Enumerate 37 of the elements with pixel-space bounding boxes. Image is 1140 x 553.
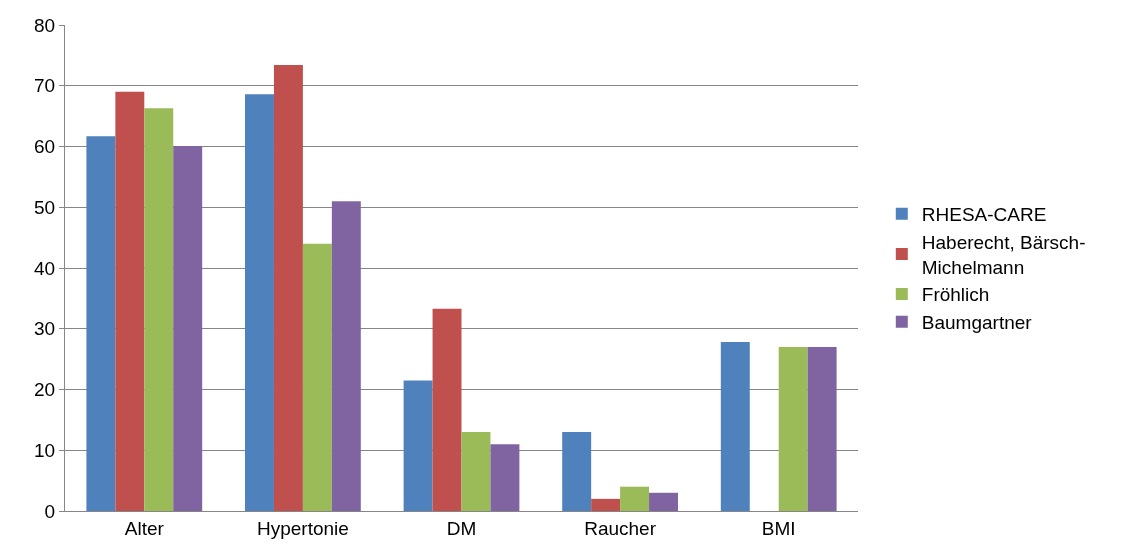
bar [461, 432, 491, 511]
x-tick-label: Hypertonie [256, 517, 349, 539]
legend-label: Fröhlich [921, 284, 990, 306]
bar [591, 498, 621, 511]
bar [778, 346, 808, 511]
bar [245, 94, 274, 511]
x-tick-label: DM [446, 517, 477, 539]
x-tick-label: Alter [124, 517, 165, 539]
legend-label: Baumgartner [921, 312, 1033, 334]
bar [720, 342, 750, 511]
bar [807, 346, 837, 511]
bar [649, 492, 678, 511]
bar [86, 136, 116, 511]
bar [620, 486, 650, 511]
y-tick-label: 20 [34, 379, 56, 401]
y-tick-label: 50 [34, 196, 56, 218]
y-tick-label: 40 [34, 257, 56, 279]
y-tick-label: 0 [44, 500, 56, 522]
y-tick-label: 10 [34, 439, 56, 461]
bar [273, 65, 303, 511]
bar [144, 108, 174, 511]
y-tick-label: 30 [34, 318, 56, 340]
legend-label: Haberecht, Bärsch-Michelmann [921, 231, 1086, 278]
bar [490, 444, 520, 511]
bar [403, 380, 433, 511]
y-tick-label: 80 [34, 14, 56, 36]
bar [331, 201, 361, 511]
y-tick-label: 70 [34, 75, 56, 97]
bar [173, 145, 203, 511]
bar [432, 308, 462, 511]
x-tick-label: BMI [761, 517, 796, 539]
bar [115, 91, 145, 511]
bar [562, 432, 592, 511]
legend-label: RHESA-CARE [921, 204, 1047, 226]
x-tick-label: Raucher [584, 517, 657, 539]
bar [302, 243, 332, 511]
y-tick-label: 60 [34, 136, 56, 158]
